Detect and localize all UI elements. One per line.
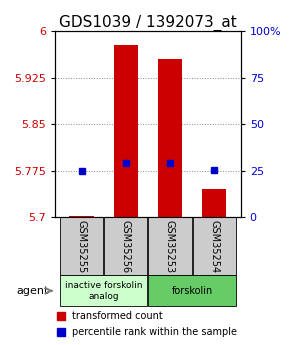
Text: GSM35253: GSM35253 <box>165 220 175 273</box>
Text: inactive forskolin
analog: inactive forskolin analog <box>65 281 142 300</box>
Title: GDS1039 / 1392073_at: GDS1039 / 1392073_at <box>59 15 237 31</box>
Bar <box>104 217 147 275</box>
Text: GSM35255: GSM35255 <box>77 220 87 273</box>
Bar <box>70 216 94 217</box>
Bar <box>158 59 182 217</box>
Bar <box>148 217 192 275</box>
Text: GSM35256: GSM35256 <box>121 220 131 273</box>
Bar <box>193 217 236 275</box>
Text: percentile rank within the sample: percentile rank within the sample <box>72 327 237 337</box>
Bar <box>60 275 147 306</box>
Bar <box>202 189 226 217</box>
Text: GSM35254: GSM35254 <box>209 220 219 273</box>
Text: transformed count: transformed count <box>72 311 163 321</box>
Text: forskolin: forskolin <box>171 286 213 296</box>
Bar <box>114 45 138 217</box>
Text: agent: agent <box>16 286 48 296</box>
Bar <box>148 275 236 306</box>
Bar <box>60 217 103 275</box>
